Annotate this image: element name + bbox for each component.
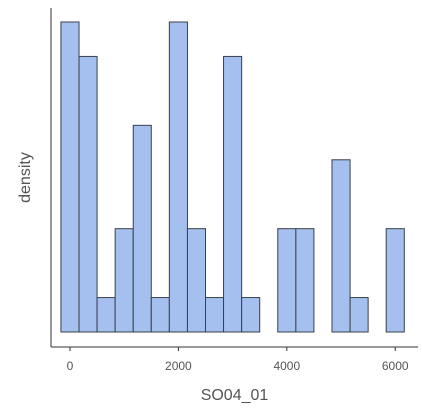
- histogram-bar: [241, 297, 261, 333]
- x-tick-label: 6000: [382, 359, 409, 373]
- x-axis-ticks: 0 2000 4000 6000: [67, 347, 409, 373]
- histogram-bar: [331, 159, 351, 333]
- histogram-bar: [223, 55, 243, 333]
- histogram-bar: [277, 228, 297, 333]
- histogram-bar: [168, 21, 188, 333]
- histogram-bar: [132, 124, 152, 333]
- histogram-bar: [186, 228, 206, 333]
- histogram-bar: [96, 297, 116, 333]
- histogram-bar: [78, 55, 98, 333]
- histogram-bar: [385, 228, 405, 333]
- histogram-bar: [349, 297, 369, 333]
- histogram-bar: [295, 228, 315, 333]
- x-axis-title: SO04_01: [201, 387, 269, 404]
- histogram-bar: [205, 297, 225, 333]
- histogram-bar: [114, 228, 134, 333]
- x-tick-label: 0: [67, 359, 74, 373]
- x-tick-label: 2000: [165, 359, 192, 373]
- histogram-bars: [60, 21, 405, 333]
- x-tick-label: 4000: [273, 359, 300, 373]
- histogram-bar: [60, 21, 80, 333]
- y-axis-title: density: [17, 152, 34, 203]
- histogram-bar: [150, 297, 170, 333]
